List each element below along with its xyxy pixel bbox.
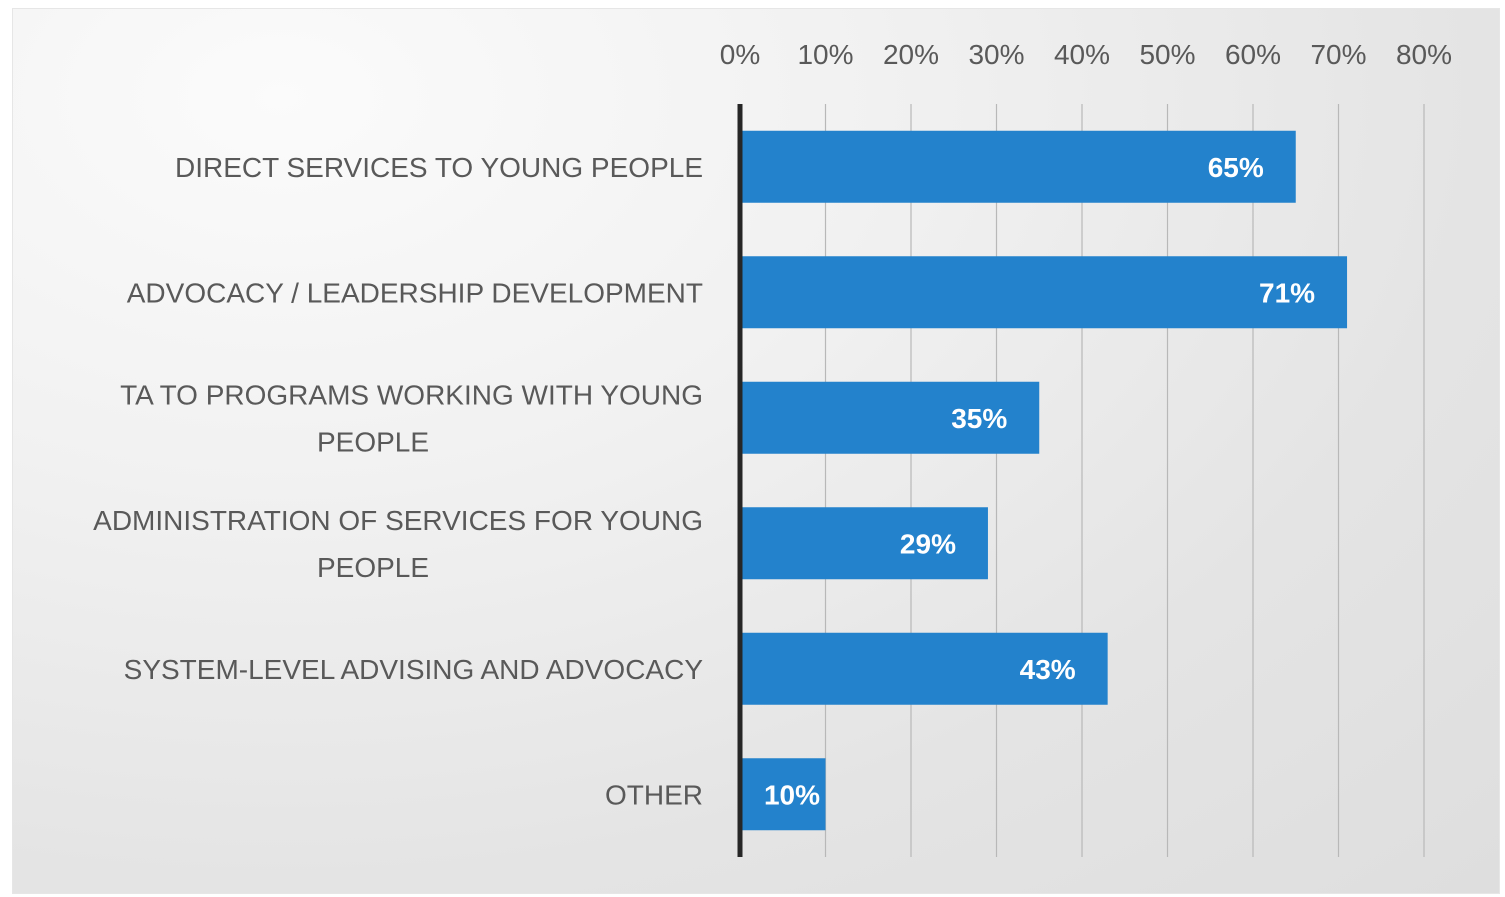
category-label: DIRECT SERVICES TO YOUNG PEOPLE: [175, 152, 703, 183]
x-tick-label: 50%: [1139, 39, 1195, 70]
data-label: 65%: [1208, 152, 1264, 183]
x-tick-label: 60%: [1225, 39, 1281, 70]
category-label: SYSTEM-LEVEL ADVISING AND ADVOCACY: [124, 654, 704, 685]
x-tick-label: 10%: [797, 39, 853, 70]
category-label: OTHER: [605, 779, 703, 810]
category-label: TA TO PROGRAMS WORKING WITH YOUNG: [120, 379, 703, 410]
bar: [740, 507, 988, 580]
x-tick-label: 0%: [720, 39, 760, 70]
category-label: ADVOCACY / LEADERSHIP DEVELOPMENT: [127, 277, 703, 308]
category-label: PEOPLE: [317, 552, 429, 583]
x-tick-label: 20%: [883, 39, 939, 70]
bar: [740, 632, 1108, 705]
bar: [740, 381, 1040, 454]
bar: [740, 130, 1296, 203]
category-label: PEOPLE: [317, 426, 429, 457]
bar: [740, 758, 826, 831]
data-label: 10%: [764, 779, 820, 810]
category-label: ADMINISTRATION OF SERVICES FOR YOUNG: [93, 505, 703, 536]
bar: [740, 256, 1348, 329]
x-tick-label: 40%: [1054, 39, 1110, 70]
x-tick-label: 30%: [968, 39, 1024, 70]
data-label: 35%: [951, 403, 1007, 434]
data-label: 29%: [900, 528, 956, 559]
x-tick-label: 80%: [1396, 39, 1452, 70]
data-label: 43%: [1020, 654, 1076, 685]
x-tick-label: 70%: [1310, 39, 1366, 70]
data-label: 71%: [1259, 277, 1315, 308]
